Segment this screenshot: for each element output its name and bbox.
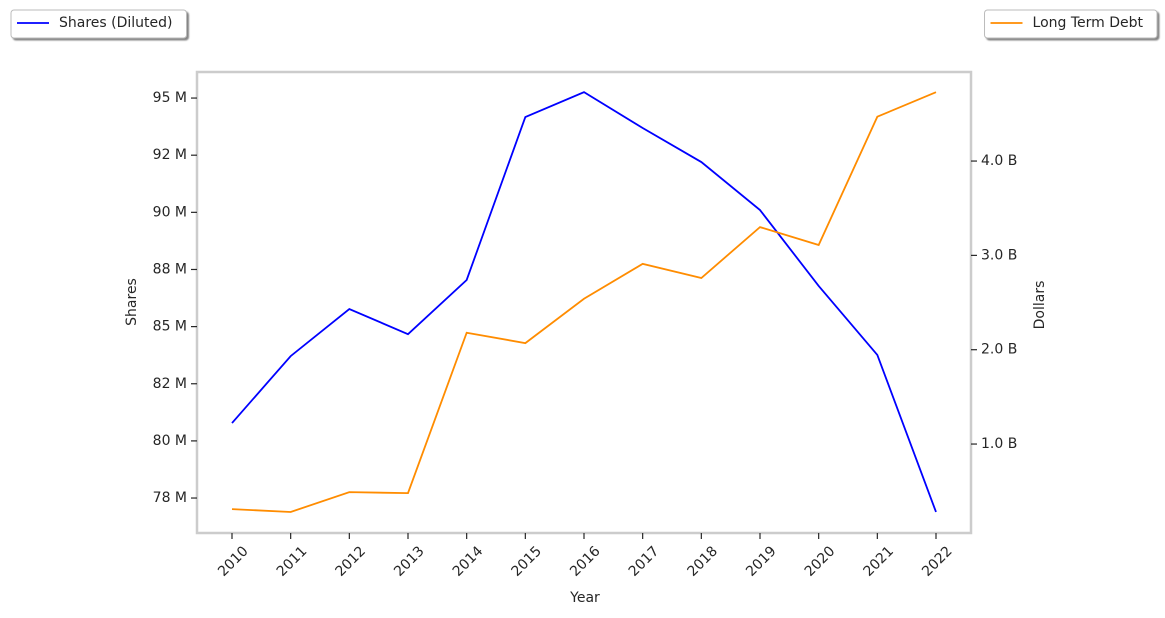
x-tick-label: 2010 — [215, 543, 252, 580]
x-tick-label: 2020 — [802, 543, 839, 580]
legend-label: Shares (Diluted) — [59, 15, 173, 31]
y-tick-label: 82 M — [153, 376, 187, 392]
y-tick-label: 95 M — [153, 90, 187, 106]
x-tick-label: 2016 — [567, 543, 604, 580]
x-tick-label: 2013 — [391, 543, 428, 580]
x-tick-label: 2012 — [332, 543, 369, 580]
y2-tick-label: 1.0 B — [981, 436, 1017, 452]
legend: Shares (Diluted) — [10, 9, 187, 39]
x-tick-label: 2011 — [274, 543, 311, 580]
series-line — [231, 91, 937, 513]
y2-tick-label: 3.0 B — [981, 247, 1017, 263]
series-line — [231, 91, 937, 513]
x-tick-label: 2021 — [860, 543, 897, 580]
legend-label: Long Term Debt — [1033, 15, 1144, 31]
legend-box — [10, 9, 187, 39]
x-tick-label: 2022 — [919, 543, 956, 580]
y-tick-label: 80 M — [153, 433, 187, 449]
y-tick-label: 92 M — [153, 147, 187, 163]
x-tick-label: 2015 — [508, 543, 545, 580]
y2-axis-label: Dollars — [1032, 281, 1048, 330]
legend-box — [984, 9, 1158, 39]
x-tick-label: 2018 — [684, 543, 721, 580]
x-tick-label: 2017 — [626, 543, 663, 580]
y-tick-label: 78 M — [153, 490, 187, 506]
y2-tick-label: 4.0 B — [981, 153, 1017, 169]
x-tick-label: 2019 — [743, 543, 780, 580]
y-axis-label: Shares — [124, 278, 140, 326]
plot-frame — [195, 70, 973, 535]
y-tick-label: 88 M — [153, 261, 187, 277]
y-tick-label: 85 M — [153, 319, 187, 335]
y-tick-label: 90 M — [153, 204, 187, 220]
y2-tick-label: 2.0 B — [981, 342, 1017, 358]
x-tick-label: 2014 — [450, 543, 487, 580]
legend: Long Term Debt — [984, 9, 1158, 39]
x-axis-label: Year — [569, 590, 600, 606]
